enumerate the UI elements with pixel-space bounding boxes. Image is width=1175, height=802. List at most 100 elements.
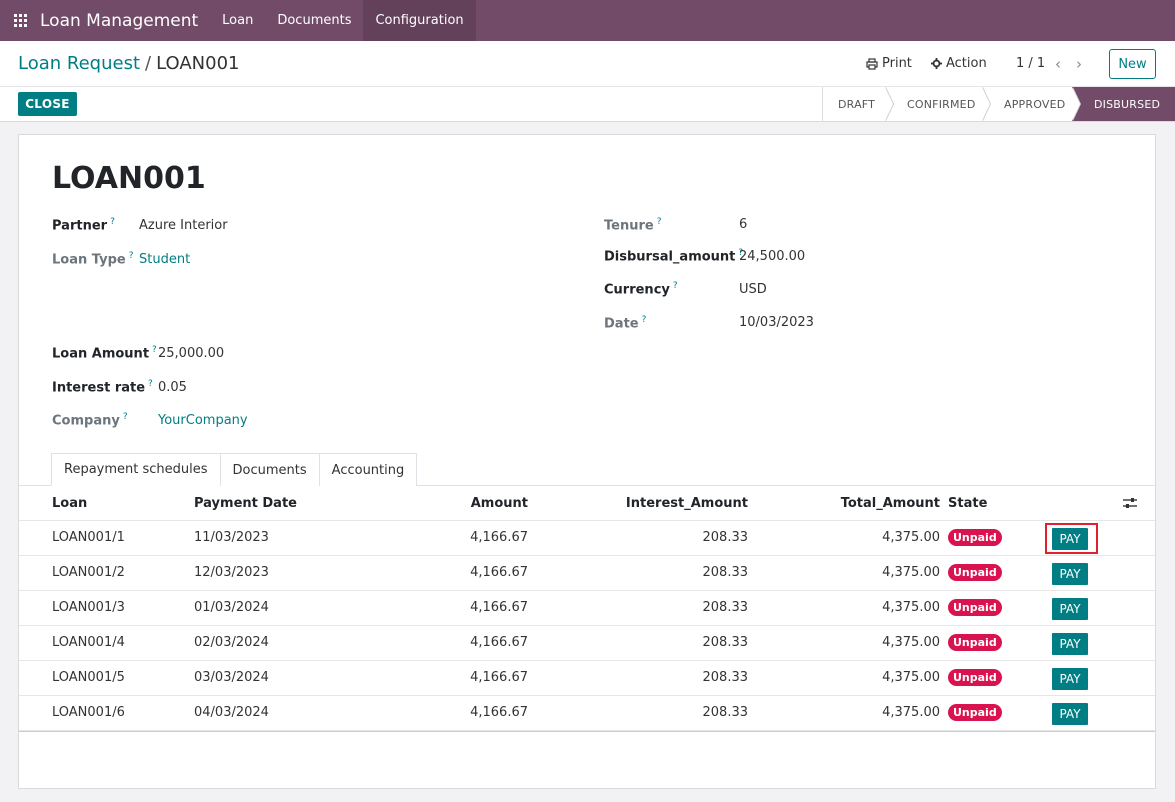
help-icon[interactable]: ? xyxy=(738,248,744,258)
chevron-right-icon[interactable]: › xyxy=(1076,55,1082,73)
status-badge: Unpaid xyxy=(948,564,1002,581)
tab-documents[interactable]: Documents xyxy=(219,453,320,486)
table-row[interactable]: LOAN001/6 04/03/2024 4,166.67 208.33 4,3… xyxy=(19,696,1155,731)
company-label: Company? xyxy=(52,412,128,429)
row-amount: 4,166.67 xyxy=(470,565,528,580)
pay-button[interactable]: PAY xyxy=(1052,703,1088,725)
breadcrumb-parent[interactable]: Loan Request xyxy=(18,53,141,74)
stage-draft[interactable]: DRAFT xyxy=(822,87,894,121)
interest-rate-value[interactable]: 0.05 xyxy=(158,380,187,395)
row-loan: LOAN001/2 xyxy=(52,565,125,580)
col-payment-date[interactable]: Payment Date xyxy=(194,496,297,511)
notebook-tabs: Repayment schedules Documents Accounting xyxy=(51,453,418,486)
row-amount: 4,166.67 xyxy=(470,600,528,615)
breadcrumb: Loan Request / LOAN001 xyxy=(18,53,239,74)
loan-amount-label: Loan Amount? xyxy=(52,345,157,362)
row-interest: 208.33 xyxy=(702,565,749,580)
stage-approved-label: APPROVED xyxy=(1004,97,1066,111)
help-icon[interactable]: ? xyxy=(152,345,157,355)
menu-loan[interactable]: Loan xyxy=(222,13,254,28)
status-badge: Unpaid xyxy=(948,669,1002,686)
help-icon[interactable]: ? xyxy=(672,281,678,291)
stage-approved[interactable]: APPROVED xyxy=(982,87,1081,121)
pay-button-highlight xyxy=(1045,523,1098,554)
disbursal-amount-label: Disbursal_amount? xyxy=(604,248,744,265)
company-value[interactable]: YourCompany xyxy=(158,413,248,428)
stage-confirmed[interactable]: CONFIRMED xyxy=(885,87,991,121)
table-row[interactable]: LOAN001/5 03/03/2024 4,166.67 208.33 4,3… xyxy=(19,661,1155,696)
pager-value[interactable]: 1 / 1 xyxy=(1016,56,1046,71)
header-divider xyxy=(0,86,1175,87)
col-loan[interactable]: Loan xyxy=(52,496,88,511)
menu-documents[interactable]: Documents xyxy=(277,13,352,28)
date-value[interactable]: 10/03/2023 xyxy=(739,315,814,330)
table-row[interactable]: LOAN001/1 11/03/2023 4,166.67 208.33 4,3… xyxy=(19,521,1155,556)
table-row[interactable]: LOAN001/4 02/03/2024 4,166.67 208.33 4,3… xyxy=(19,626,1155,661)
row-amount: 4,166.67 xyxy=(470,705,528,720)
status-badge: Unpaid xyxy=(948,599,1002,616)
form-sheet: LOAN001 Partner? Azure Interior Loan Typ… xyxy=(18,134,1156,789)
row-interest: 208.33 xyxy=(702,705,749,720)
pay-button[interactable]: PAY xyxy=(1052,668,1088,690)
tab-accounting[interactable]: Accounting xyxy=(318,453,418,486)
row-loan: LOAN001/5 xyxy=(52,670,125,685)
breadcrumb-current: LOAN001 xyxy=(156,53,240,74)
row-loan: LOAN001/6 xyxy=(52,705,125,720)
stage-disbursed[interactable]: DISBURSED xyxy=(1072,87,1175,121)
loan-amount-value[interactable]: 25,000.00 xyxy=(158,346,225,361)
table-header: Loan Payment Date Amount Interest_Amount… xyxy=(19,486,1155,521)
col-state[interactable]: State xyxy=(948,496,988,511)
tab-repayment-schedules[interactable]: Repayment schedules xyxy=(51,453,221,486)
row-total: 4,375.00 xyxy=(882,635,940,650)
table-bottom-border xyxy=(19,731,1155,732)
row-interest: 208.33 xyxy=(702,670,749,685)
status-badge: Unpaid xyxy=(948,634,1002,651)
tabs-divider xyxy=(19,485,1155,486)
currency-label: Currency? xyxy=(604,281,678,298)
help-icon[interactable]: ? xyxy=(641,315,647,325)
currency-value[interactable]: USD xyxy=(739,282,767,297)
row-amount: 4,166.67 xyxy=(470,530,528,545)
table-row[interactable]: LOAN001/3 01/03/2024 4,166.67 208.33 4,3… xyxy=(19,591,1155,626)
sliders-icon[interactable] xyxy=(1123,497,1137,509)
partner-value[interactable]: Azure Interior xyxy=(139,218,228,233)
close-button[interactable]: CLOSE xyxy=(18,92,77,116)
app-brand[interactable]: Loan Management xyxy=(40,10,199,31)
loan-type-value[interactable]: Student xyxy=(139,252,191,267)
row-date: 02/03/2024 xyxy=(194,635,269,650)
print-button[interactable]: Print xyxy=(866,56,912,71)
action-label: Action xyxy=(946,56,987,71)
disbursal-amount-value[interactable]: 24,500.00 xyxy=(739,249,806,264)
control-panel: Loan Request / LOAN001 Print Action 1 / 1 … xyxy=(0,41,1175,122)
status-badge: Unpaid xyxy=(948,704,1002,721)
col-interest-amount[interactable]: Interest_Amount xyxy=(625,496,748,511)
help-icon[interactable]: ? xyxy=(128,251,134,261)
row-date: 03/03/2024 xyxy=(194,670,269,685)
help-icon[interactable]: ? xyxy=(110,217,115,227)
menu-configuration[interactable]: Configuration xyxy=(363,0,476,41)
tenure-label: Tenure? xyxy=(604,217,662,234)
col-total-amount[interactable]: Total_Amount xyxy=(840,496,940,511)
date-label: Date? xyxy=(604,315,647,332)
action-button[interactable]: Action xyxy=(931,56,987,71)
loan-type-label: Loan Type? xyxy=(52,251,134,268)
help-icon[interactable]: ? xyxy=(656,217,662,227)
pay-button[interactable]: PAY xyxy=(1052,633,1088,655)
print-label: Print xyxy=(882,56,912,71)
table-row[interactable]: LOAN001/2 12/03/2023 4,166.67 208.33 4,3… xyxy=(19,556,1155,591)
pay-button[interactable]: PAY xyxy=(1052,598,1088,620)
row-total: 4,375.00 xyxy=(882,600,940,615)
chevron-left-icon[interactable]: ‹ xyxy=(1055,55,1061,73)
pay-button[interactable]: PAY xyxy=(1052,563,1088,585)
partner-label: Partner? xyxy=(52,217,115,234)
apps-grid-icon[interactable] xyxy=(0,0,40,41)
col-amount[interactable]: Amount xyxy=(470,496,528,511)
row-loan: LOAN001/1 xyxy=(52,530,125,545)
pay-button[interactable]: PAY xyxy=(1052,528,1088,550)
new-button[interactable]: New xyxy=(1109,49,1156,79)
tenure-value[interactable]: 6 xyxy=(739,217,748,232)
help-icon[interactable]: ? xyxy=(122,412,128,422)
help-icon[interactable]: ? xyxy=(148,379,153,389)
status-bar: DRAFT CONFIRMED APPROVED DISBURSED xyxy=(822,87,1175,121)
record-title: LOAN001 xyxy=(52,161,206,196)
